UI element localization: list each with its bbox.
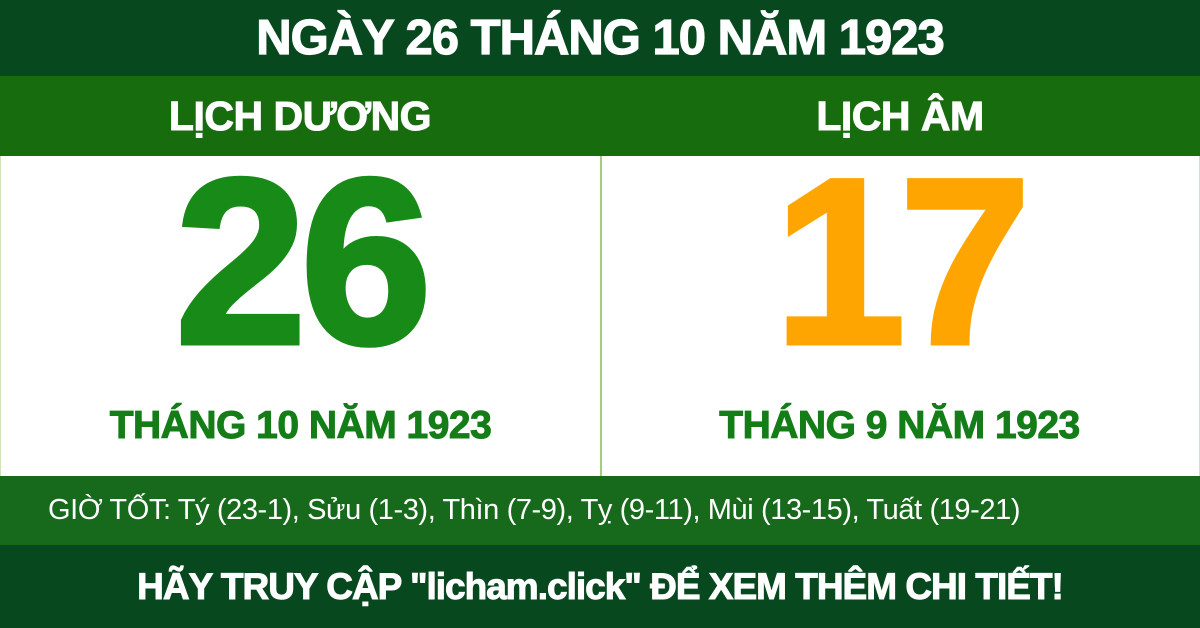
solar-day-number: 26	[173, 130, 434, 394]
good-hours-text: GIỜ TỐT: Tý (23-1), Sửu (1-3), Thìn (7-9…	[48, 494, 1021, 526]
top-bar: NGÀY 26 THÁNG 10 NĂM 1923	[0, 0, 1200, 76]
solar-panel: 26 THÁNG 10 NĂM 1923	[1, 130, 600, 476]
lunar-panel: 17 THÁNG 9 NĂM 1923	[600, 130, 1199, 476]
good-hours-bar: GIỜ TỐT: Tý (23-1), Sửu (1-3), Thìn (7-9…	[0, 476, 1200, 545]
lunar-month-year: THÁNG 9 NĂM 1923	[719, 404, 1081, 448]
lunar-calendar-header: LỊCH ÂM	[816, 92, 985, 139]
lunar-day-number: 17	[772, 130, 1033, 394]
solar-month-year: THÁNG 10 NĂM 1923	[109, 404, 492, 448]
solar-calendar-header: LỊCH DƯƠNG	[168, 92, 432, 139]
footer-cta: HÃY TRUY CẬP "licham.click" ĐỂ XEM THÊM …	[137, 565, 1065, 607]
footer-bar: HÃY TRUY CẬP "licham.click" ĐỂ XEM THÊM …	[0, 545, 1200, 628]
panel-divider	[600, 156, 602, 476]
date-title: NGÀY 26 THÁNG 10 NĂM 1923	[256, 10, 946, 65]
calendar-header-row: LỊCH DƯƠNG LỊCH ÂM	[0, 76, 1200, 156]
calendar-body: 26 THÁNG 10 NĂM 1923 17 THÁNG 9 NĂM 1923	[0, 130, 1200, 476]
